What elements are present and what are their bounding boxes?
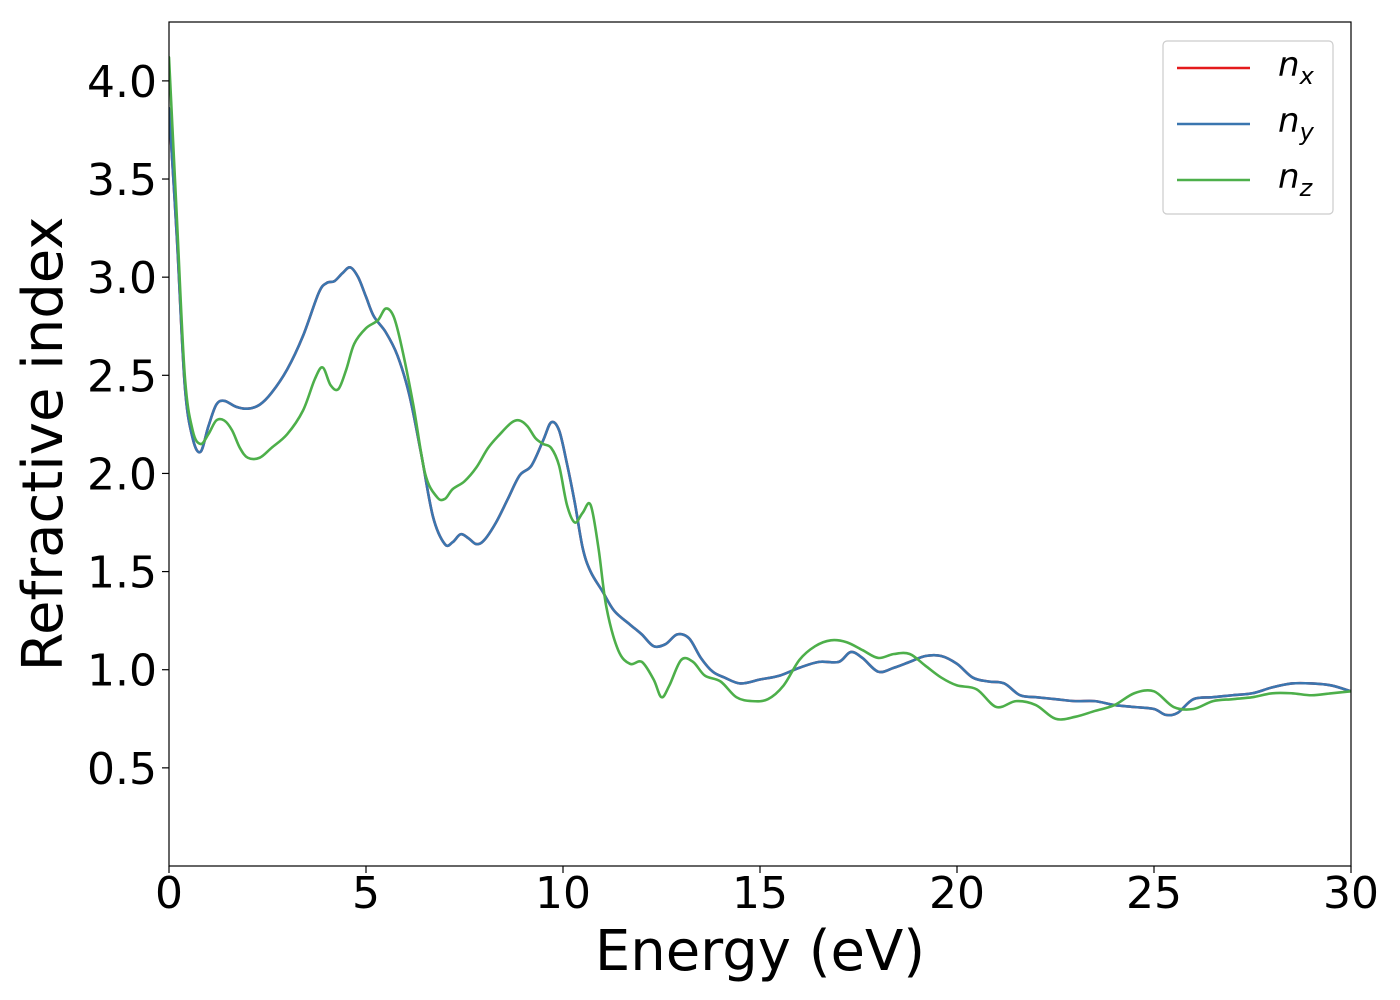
y-tick-label: 3.5: [87, 155, 157, 206]
x-axis-ticks: 0 5 10 15 20 25 30: [155, 866, 1379, 919]
x-tick-label: 30: [1323, 868, 1379, 919]
legend-label-n-z: nz: [1278, 157, 1314, 202]
y-tick-label: 2.5: [87, 351, 157, 402]
legend-box: [1162, 40, 1334, 215]
x-axis-title: Energy (eV): [595, 919, 925, 984]
x-tick-label: 0: [155, 868, 183, 919]
y-tick-label: 4.0: [87, 57, 157, 108]
y-tick-label: 3.0: [87, 253, 157, 304]
series-line-n-y: [169, 107, 1351, 717]
legend: nx ny nz: [1162, 40, 1334, 215]
legend-label-n-x: nx: [1278, 45, 1315, 90]
series-line-n-z: [169, 56, 1351, 721]
y-axis-ticks: 0.5 1.0 1.5 2.0 2.5 3.0 3.5 4.0: [87, 57, 169, 795]
y-tick-label: 2.0: [87, 449, 157, 500]
x-tick-label: 15: [732, 868, 788, 919]
x-tick-label: 10: [535, 868, 591, 919]
y-tick-label: 1.5: [87, 548, 157, 599]
x-tick-label: 5: [352, 868, 380, 919]
y-tick-label: 0.5: [87, 744, 157, 795]
x-tick-label: 25: [1126, 868, 1182, 919]
y-axis-title: Refractive index: [11, 217, 76, 672]
legend-label-n-y: ny: [1278, 101, 1315, 146]
y-tick-label: 1.0: [87, 646, 157, 697]
x-tick-label: 20: [929, 868, 985, 919]
plot-lines: [169, 56, 1351, 721]
